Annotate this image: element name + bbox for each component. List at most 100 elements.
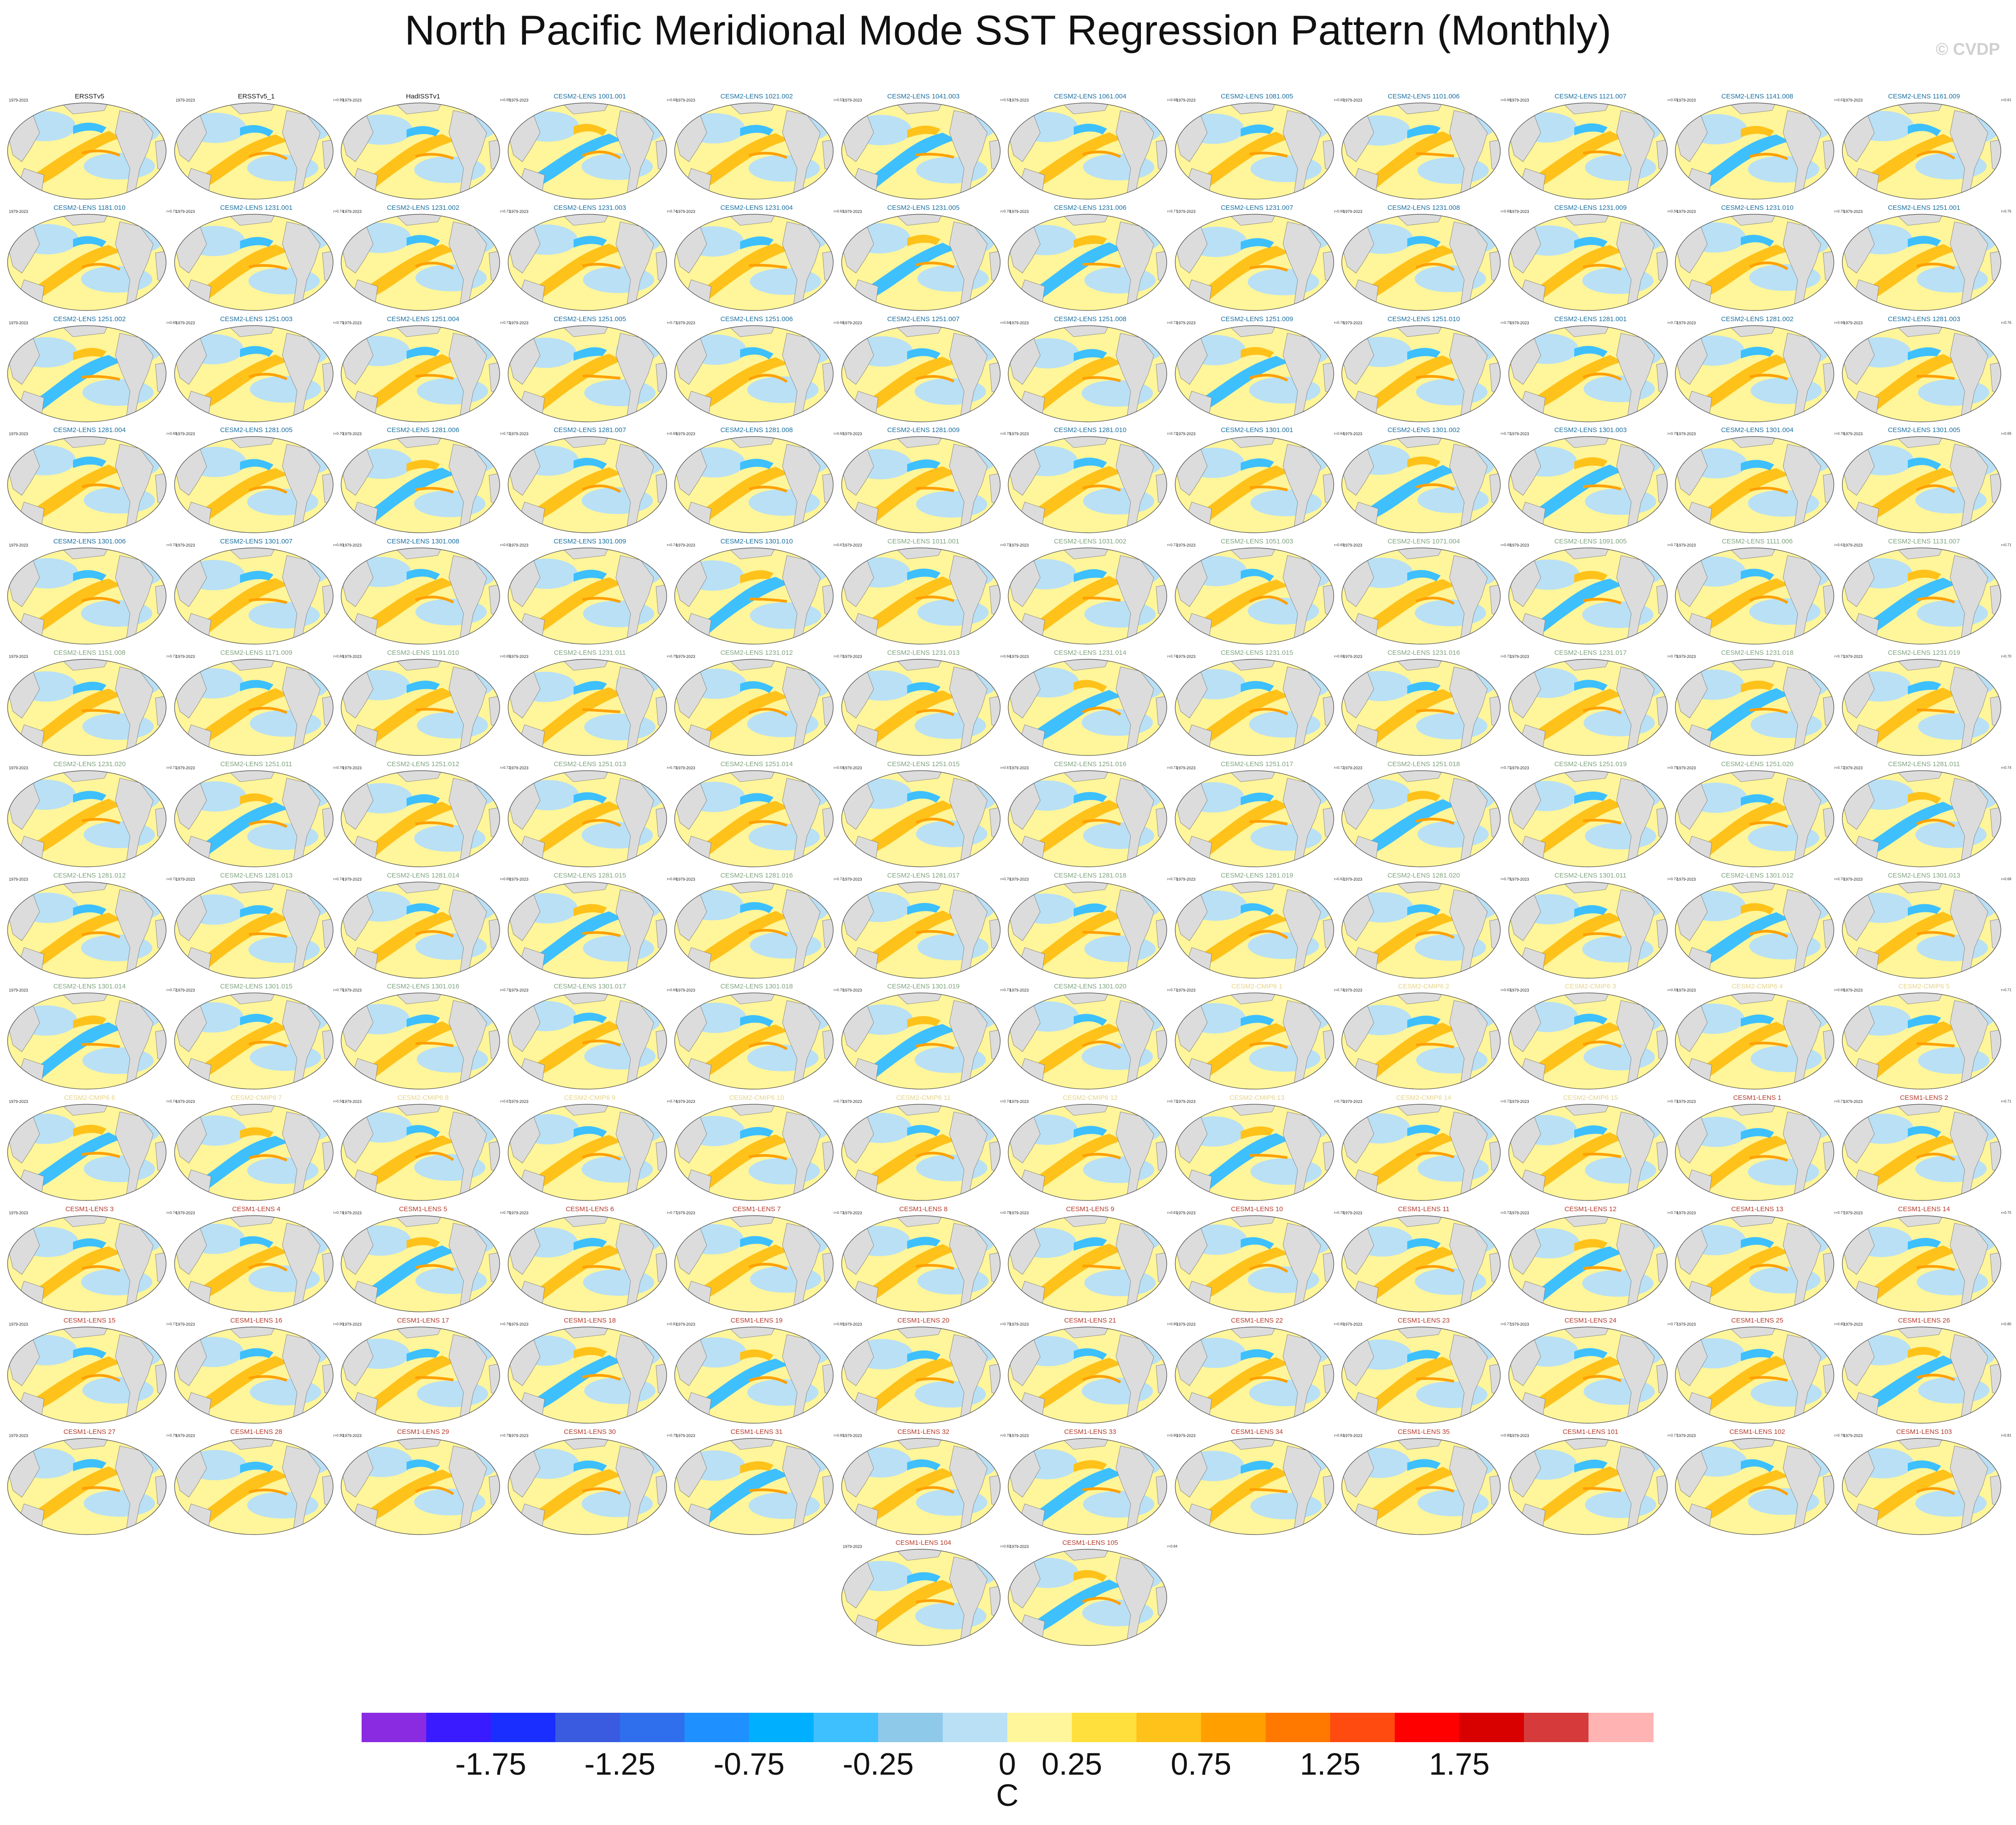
panel-correlation: r=0.70 bbox=[167, 543, 177, 547]
panel-correlation: r=0.67 bbox=[834, 543, 844, 547]
regression-map bbox=[1841, 1437, 2001, 1535]
panel-years: 1979-2023 bbox=[342, 1211, 362, 1215]
panel-correlation: r=0.71 bbox=[1834, 1099, 1845, 1104]
panel-years: 1979-2023 bbox=[676, 1322, 696, 1327]
regression-map bbox=[674, 1215, 834, 1312]
regression-panel: CESM2-CMIP6 5 1979-2023 r=0.71 bbox=[1841, 983, 2011, 1094]
panel-correlation: r=0.69 bbox=[500, 877, 510, 881]
regression-map bbox=[1341, 1104, 1501, 1201]
regression-panel: CESM2-LENS 1301.007 1979-2023 r=0.60 bbox=[173, 538, 343, 649]
regression-map bbox=[674, 659, 834, 756]
panel-title: CESM1-LENS 23 bbox=[1397, 1316, 1450, 1324]
panel-correlation: r=0.74 bbox=[1167, 654, 1177, 658]
regression-panel: CESM2-LENS 1251.005 1979-2023 r=0.71 bbox=[507, 315, 677, 427]
regression-map bbox=[841, 214, 1001, 311]
panel-title: CESM2-LENS 1301.006 bbox=[53, 538, 126, 546]
panel-title: CESM2-CMIP6 15 bbox=[1563, 1094, 1618, 1102]
colorbar-segment bbox=[878, 1713, 943, 1742]
regression-map bbox=[1341, 436, 1501, 533]
panel-title: CESM2-LENS 1301.008 bbox=[387, 538, 460, 546]
panel-correlation: r=0.66 bbox=[1501, 98, 1511, 102]
panel-correlation: r=0.70 bbox=[1334, 1099, 1344, 1104]
panel-correlation: r=0.60 bbox=[333, 543, 344, 547]
regression-panel: CESM1-LENS 31 1979-2023 r=0.80 bbox=[673, 1428, 844, 1539]
regression-map bbox=[1008, 436, 1167, 533]
panel-years: 1979-2023 bbox=[843, 1099, 862, 1104]
panel-correlation: r=0.66 bbox=[1834, 320, 1845, 325]
regression-panel: CESM2-LENS 1101.006 1979-2023 r=0.66 bbox=[1340, 93, 1511, 204]
regression-map bbox=[1341, 659, 1501, 756]
panel-years: 1979-2023 bbox=[1343, 209, 1363, 214]
panel-years: 1979-2023 bbox=[843, 1322, 862, 1327]
panel-years: 1979-2023 bbox=[342, 98, 362, 102]
regression-panel: CESM1-LENS 6 1979-2023 r=0.77 bbox=[507, 1205, 677, 1317]
panel-correlation: r=0.75 bbox=[1000, 432, 1011, 436]
panel-years: 1979-2023 bbox=[1343, 877, 1363, 882]
panel-correlation: r=0.95 bbox=[500, 98, 510, 102]
panel-title: CESM1-LENS 29 bbox=[397, 1428, 449, 1436]
regression-panel: CESM1-LENS 102 1979-2023 r=0.78 bbox=[1674, 1428, 1845, 1539]
panel-years: 1979-2023 bbox=[1843, 1433, 1863, 1438]
panel-title: CESM1-LENS 31 bbox=[730, 1428, 783, 1436]
panel-correlation: r=0.71 bbox=[1501, 765, 1511, 770]
regression-map bbox=[1675, 214, 1834, 311]
panel-title: CESM2-LENS 1091.005 bbox=[1554, 538, 1627, 546]
panel-years: 1979-2023 bbox=[1510, 1322, 1529, 1327]
panel-correlation: r=0.71 bbox=[2001, 988, 2012, 992]
panel-title: CESM2-LENS 1141.008 bbox=[1721, 93, 1793, 100]
panel-years: 1979-2023 bbox=[676, 877, 696, 882]
regression-panel: CESM2-LENS 1251.011 1979-2023 r=0.76 bbox=[173, 760, 343, 872]
regression-map bbox=[1174, 547, 1334, 645]
panel-correlation: r=0.60 bbox=[834, 209, 844, 213]
panel-years: 1979-2023 bbox=[1176, 654, 1196, 659]
panel-correlation: r=0.67 bbox=[500, 1099, 510, 1104]
panel-years: 1979-2023 bbox=[509, 988, 529, 993]
regression-map bbox=[1508, 436, 1668, 533]
panel-correlation: r=0.82 bbox=[1000, 1544, 1011, 1549]
panel-correlation: r=0.72 bbox=[1667, 543, 1678, 547]
panel-years: 1979-2023 bbox=[1677, 1433, 1696, 1438]
panel-title: CESM2-LENS 1231.018 bbox=[1721, 649, 1794, 657]
regression-map bbox=[841, 659, 1001, 756]
panel-title: CESM2-LENS 1231.013 bbox=[887, 649, 960, 657]
regression-panel: CESM2-CMIP6 7 1979-2023 r=0.56 bbox=[173, 1094, 343, 1205]
panel-title: CESM2-LENS 1161.009 bbox=[1888, 93, 1960, 100]
panel-years: 1979-2023 bbox=[843, 1433, 862, 1438]
panel-title: CESM2-LENS 1301.002 bbox=[1387, 426, 1460, 434]
panel-correlation: r=0.80 bbox=[1167, 1322, 1177, 1326]
panel-title: CESM2-CMIP6 3 bbox=[1564, 983, 1617, 991]
panel-years: 1979-2023 bbox=[1510, 320, 1529, 325]
regression-map bbox=[674, 436, 834, 533]
panel-years: 1979-2023 bbox=[1843, 877, 1863, 882]
panel-years: 1979-2023 bbox=[342, 1322, 362, 1327]
regression-panel: CESM2-CMIP6 12 1979-2023 r=0.72 bbox=[1007, 1094, 1177, 1205]
colorbar-segment bbox=[1524, 1713, 1589, 1742]
panel-years: 1979-2023 bbox=[1343, 432, 1363, 437]
panel-correlation: r=0.68 bbox=[834, 320, 844, 325]
colorbar-segment bbox=[362, 1713, 427, 1742]
panel-years: 1979-2023 bbox=[1510, 543, 1529, 548]
regression-panel: CESM2-LENS 1231.019 1979-2023 r=0.70 bbox=[1841, 649, 2011, 760]
panel-title: CESM2-LENS 1231.006 bbox=[1054, 204, 1127, 212]
regression-map bbox=[1841, 659, 2001, 756]
regression-map bbox=[507, 1104, 667, 1201]
panel-correlation: r=0.75 bbox=[333, 320, 344, 325]
regression-panel: CESM2-LENS 1281.013 1979-2023 r=0.74 bbox=[173, 872, 343, 983]
panel-correlation: r=0.68 bbox=[1167, 98, 1177, 102]
regression-panel: CESM2-LENS 1301.011 1979-2023 r=0.72 bbox=[1507, 872, 1678, 983]
panel-correlation: r=0.76 bbox=[1834, 432, 1845, 436]
panel-title: CESM2-LENS 1251.014 bbox=[720, 760, 793, 768]
regression-map bbox=[1675, 992, 1834, 1090]
panel-correlation: r=0.70 bbox=[2001, 654, 2012, 658]
regression-map bbox=[341, 1327, 500, 1424]
panel-years: 1979-2023 bbox=[509, 1211, 529, 1215]
panel-title: CESM2-LENS 1231.012 bbox=[720, 649, 793, 657]
colorbar-segment bbox=[555, 1713, 620, 1742]
panel-correlation: r=0.80 bbox=[834, 1322, 844, 1326]
panel-years: 1979-2023 bbox=[509, 209, 529, 214]
regression-panel: CESM1-LENS 33 1979-2023 r=0.80 bbox=[1007, 1428, 1177, 1539]
regression-panel: CESM2-LENS 1281.011 1979-2023 r=0.74 bbox=[1841, 760, 2011, 872]
regression-map bbox=[174, 1215, 334, 1312]
panel-correlation: r=0.72 bbox=[1167, 543, 1177, 547]
regression-panel: CESM2-LENS 1301.020 1979-2023 r=0.71 bbox=[1007, 983, 1177, 1094]
